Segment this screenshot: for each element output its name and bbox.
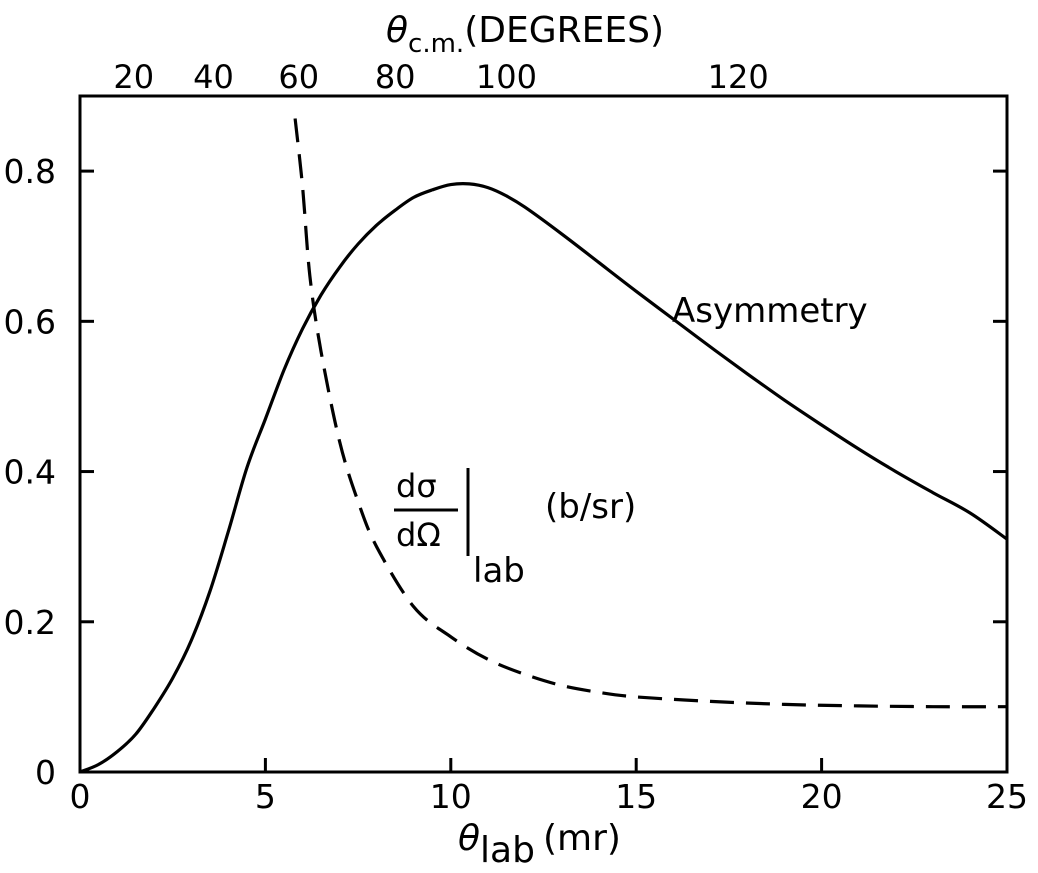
top-tick-label: 60 bbox=[278, 58, 319, 96]
top-tick-label: 100 bbox=[476, 58, 537, 96]
tick-labels: 0 5 10 15 20 25 0 0.2 0.4 0.6 0.8 20 40 60 80 100 120 bbox=[4, 58, 1028, 816]
asymmetry-label: Asymmetry bbox=[672, 291, 868, 331]
top-tick-label: 120 bbox=[708, 58, 769, 96]
x-tick-label: 20 bbox=[801, 777, 843, 816]
x-tick-label: 25 bbox=[986, 777, 1028, 816]
plot-frame bbox=[78, 94, 1009, 774]
top-tick-label: 40 bbox=[193, 58, 234, 96]
cross-section-numerator: dσ bbox=[396, 467, 437, 505]
top-axis-units: (DEGREES) bbox=[464, 10, 664, 51]
top-axis-symbol: θ bbox=[386, 10, 408, 51]
y-tick-label: 0.2 bbox=[4, 603, 56, 642]
cross-section-label: dσ dΩ lab (b/sr) bbox=[394, 467, 636, 591]
x-tick-label: 15 bbox=[615, 777, 657, 816]
x-tick-label: 10 bbox=[430, 777, 472, 816]
y-tick-label: 0.4 bbox=[4, 453, 56, 492]
asymmetry-series-line bbox=[79, 182, 1008, 774]
y-tick-label: 0 bbox=[35, 753, 56, 792]
y-tick-label: 0.8 bbox=[4, 152, 56, 191]
series bbox=[79, 118, 1008, 774]
top-tick-label: 20 bbox=[113, 58, 154, 96]
x-axis-subscript: lab bbox=[480, 830, 535, 871]
x-tick-label: 5 bbox=[255, 777, 276, 816]
cross-section-series-line bbox=[293, 118, 1008, 709]
y-tick-label: 0.6 bbox=[4, 302, 56, 341]
cross-section-denominator: dΩ bbox=[396, 516, 441, 554]
top-axis-subscript: c.m. bbox=[408, 29, 464, 59]
top-axis-title: θc.m.(DEGREES) bbox=[386, 10, 664, 59]
x-axis-title: θlab (mr) bbox=[458, 818, 621, 871]
cross-section-units: (b/sr) bbox=[545, 487, 636, 527]
cross-section-subscript: lab bbox=[473, 551, 525, 591]
top-tick-label: 80 bbox=[375, 58, 416, 96]
x-axis-units: (mr) bbox=[543, 818, 621, 859]
ticks bbox=[78, 169, 1009, 774]
x-tick-label: 0 bbox=[70, 777, 91, 816]
x-axis-symbol: θ bbox=[458, 818, 480, 859]
